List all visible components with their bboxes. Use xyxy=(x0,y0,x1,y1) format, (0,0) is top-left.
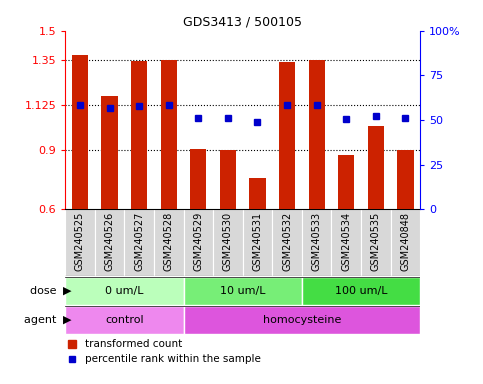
Text: GSM240528: GSM240528 xyxy=(164,212,174,271)
Text: 10 um/L: 10 um/L xyxy=(220,286,266,296)
Text: ▶: ▶ xyxy=(63,286,71,296)
Bar xyxy=(220,150,236,209)
Bar xyxy=(72,55,88,209)
Bar xyxy=(184,209,213,276)
Bar xyxy=(368,126,384,209)
Bar xyxy=(190,149,206,209)
Bar xyxy=(302,209,331,276)
Text: GSM240533: GSM240533 xyxy=(312,212,322,271)
Text: GSM240529: GSM240529 xyxy=(193,212,203,271)
Text: GSM240535: GSM240535 xyxy=(371,212,381,271)
Bar xyxy=(154,209,184,276)
Text: homocysteine: homocysteine xyxy=(263,314,341,325)
Bar xyxy=(391,209,420,276)
Bar xyxy=(398,150,413,209)
Text: GSM240848: GSM240848 xyxy=(400,212,411,271)
Text: GSM240527: GSM240527 xyxy=(134,212,144,271)
Bar xyxy=(361,209,391,276)
Text: GSM240526: GSM240526 xyxy=(105,212,114,271)
Bar xyxy=(65,209,95,276)
Text: transformed count: transformed count xyxy=(85,339,182,349)
Bar xyxy=(309,60,325,209)
Bar xyxy=(184,277,302,305)
Bar xyxy=(125,209,154,276)
Text: control: control xyxy=(105,314,143,325)
Bar xyxy=(131,61,147,209)
Bar xyxy=(302,277,420,305)
Text: 0 um/L: 0 um/L xyxy=(105,286,143,296)
Bar xyxy=(184,306,420,333)
Text: 100 um/L: 100 um/L xyxy=(335,286,387,296)
Text: dose: dose xyxy=(30,286,60,296)
Text: GSM240532: GSM240532 xyxy=(282,212,292,271)
Bar xyxy=(279,63,295,209)
Text: GSM240531: GSM240531 xyxy=(253,212,262,271)
Bar xyxy=(338,155,355,209)
Bar xyxy=(65,306,184,333)
Bar xyxy=(65,277,184,305)
Text: GSM240525: GSM240525 xyxy=(75,212,85,271)
Text: GSM240530: GSM240530 xyxy=(223,212,233,271)
Bar xyxy=(249,177,266,209)
Title: GDS3413 / 500105: GDS3413 / 500105 xyxy=(183,15,302,28)
Bar xyxy=(101,96,118,209)
Text: percentile rank within the sample: percentile rank within the sample xyxy=(85,354,261,364)
Bar xyxy=(95,209,125,276)
Bar xyxy=(161,60,177,209)
Bar xyxy=(272,209,302,276)
Bar xyxy=(213,209,242,276)
Bar xyxy=(242,209,272,276)
Text: GSM240534: GSM240534 xyxy=(341,212,351,271)
Bar xyxy=(331,209,361,276)
Text: agent: agent xyxy=(25,314,60,325)
Text: ▶: ▶ xyxy=(63,314,71,325)
